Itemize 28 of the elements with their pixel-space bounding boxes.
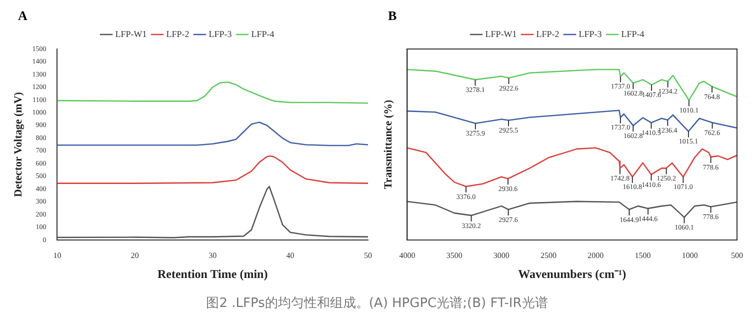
x-tick-label: 1000 <box>682 250 698 260</box>
x-tick-label: 40 <box>286 250 294 260</box>
caption: 图2 .LFPs的均匀性和组成。(A) HPGPC光谱;(B) FT-IR光谱 <box>205 295 549 312</box>
x-tick-label: 20 <box>130 250 139 260</box>
legend-label: LFP-3 <box>208 28 232 39</box>
legend-label: LFP-4 <box>621 28 645 39</box>
x-axis-title: Wavenumbers (cm⁻¹) <box>518 266 626 281</box>
y-axis-title: Transmittance (%) <box>382 100 394 190</box>
legend-label: LFP-4 <box>251 28 275 39</box>
legend-label: LFP-W1 <box>115 28 147 39</box>
x-tick-label: 1500 <box>634 250 651 260</box>
legend-label: LFP-2 <box>536 28 560 39</box>
x-tick-label: 3500 <box>446 250 462 260</box>
x-tick-label: 2500 <box>540 250 557 260</box>
legend-label: LFP-2 <box>166 28 190 39</box>
x-tick-label: 2000 <box>588 250 604 260</box>
x-tick-label: 3000 <box>493 250 510 260</box>
x-tick-label: 10 <box>53 250 62 260</box>
legend-label: LFP-W1 <box>485 28 517 39</box>
chart-title: B <box>387 8 398 24</box>
x-axis-title: Retention Time (min) <box>157 266 268 281</box>
x-tick-label: 50 <box>364 250 372 260</box>
x-tick-label: 30 <box>208 250 217 260</box>
chart-title: A <box>17 8 28 24</box>
y-axis-title: Detector Voltage (mV) <box>12 92 24 197</box>
legend-label: LFP-3 <box>578 28 602 39</box>
x-tick-label: 500 <box>731 250 743 260</box>
x-tick-label: 4000 <box>399 250 416 260</box>
